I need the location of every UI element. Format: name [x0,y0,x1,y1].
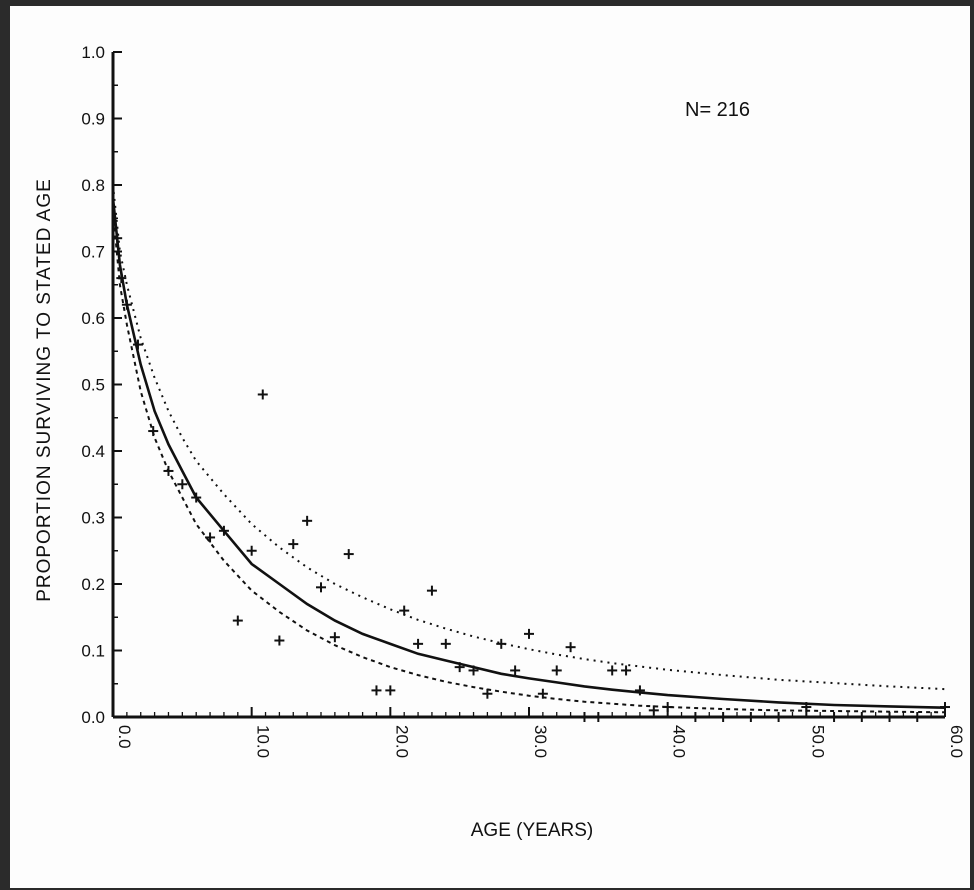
data-point [218,525,229,536]
x-tick-label: 50.0 [808,725,827,758]
y-tick-label: 0.0 [81,708,105,727]
data-point [454,662,465,673]
data-point [510,665,521,676]
x-tick-label: 0.0 [115,725,134,749]
x-tick-label: 60.0 [947,725,966,758]
y-axis-label: PROPORTION SURVIVING TO STATED AGE [34,178,55,602]
data-point [662,702,673,713]
data-point [257,389,268,400]
data-point [274,635,285,646]
data-point [399,605,410,616]
x-tick-label: 40.0 [670,725,689,758]
data-point [884,712,895,722]
x-axis-label: AGE (YEARS) [471,820,593,841]
data-point [856,712,867,722]
data-point [112,233,123,244]
x-tick-label: 20.0 [392,725,411,758]
fitted-curve-line [111,198,946,709]
data-point [205,532,216,543]
data-point [163,465,174,476]
data-point [524,628,534,639]
data-point [148,426,159,437]
y-tick-label: 0.3 [81,509,105,528]
data-point [440,638,451,649]
data-point [551,665,562,676]
data-point [579,712,590,722]
chart-paper: 0.0 0.1 0.2 0.3 0.4 0.5 0.6 0.7 0.8 0.9 1.0 0.0 10.0… [10,6,970,888]
y-tick-label: 0.8 [81,176,105,195]
y-tick-label: 0.6 [81,309,105,328]
data-points [112,233,950,722]
data-point [745,712,756,722]
lower-bound-line [112,211,946,714]
x-tick-label: 30.0 [531,725,550,758]
data-point [302,515,313,526]
x-tick-label: 10.0 [254,725,273,758]
data-point [634,685,645,696]
data-point [116,273,127,284]
data-point [718,712,729,722]
y-tick-label: 0.9 [81,110,105,129]
y-tick-label: 0.7 [81,243,105,262]
data-point [329,632,340,643]
y-tick-label: 1.0 [81,43,105,62]
data-point [801,702,812,713]
data-point [132,339,143,350]
data-point [537,688,548,699]
data-point [385,685,396,696]
data-point [621,665,632,676]
data-point [912,712,923,722]
data-point [371,685,382,696]
data-point [232,615,243,626]
data-point [177,479,188,490]
data-point [246,545,257,556]
data-point [191,492,202,503]
data-point [316,582,326,593]
y-tick-label: 0.2 [81,575,105,594]
data-point [829,712,840,722]
data-point [482,688,493,699]
upper-bound-line [112,184,946,691]
data-point [593,712,604,722]
sample-size-annotation: N= 216 [685,99,750,121]
data-point [343,549,354,560]
tick-labels: 0.0 0.1 0.2 0.3 0.4 0.5 0.6 0.7 0.8 0.9 1.0 0.0 10.0… [81,43,966,758]
data-point [690,712,701,722]
data-point [468,665,479,676]
data-point [496,638,507,649]
data-point [426,585,437,596]
y-tick-label: 0.1 [81,642,105,661]
data-point [940,702,950,713]
data-point [121,299,132,310]
y-tick-label: 0.5 [81,376,105,395]
data-point [565,642,576,653]
survival-chart: 0.0 0.1 0.2 0.3 0.4 0.5 0.6 0.7 0.8 0.9 1.0 0.0 10.0… [34,43,966,841]
data-point [648,705,659,716]
data-point [413,638,424,649]
data-point [288,539,299,550]
data-point [773,712,784,722]
data-point [607,665,618,676]
y-tick-label: 0.4 [81,442,105,461]
